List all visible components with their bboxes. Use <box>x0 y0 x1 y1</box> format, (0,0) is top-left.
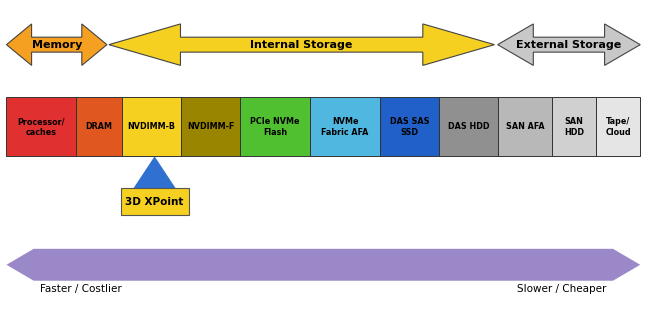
Text: DAS HDD: DAS HDD <box>448 122 489 131</box>
Polygon shape <box>310 97 380 156</box>
Text: PCIe NVMe
Flash: PCIe NVMe Flash <box>251 117 300 137</box>
Text: NVDIMM-F: NVDIMM-F <box>187 122 235 131</box>
Polygon shape <box>6 97 76 156</box>
Polygon shape <box>498 97 552 156</box>
Text: Processor/
caches: Processor/ caches <box>17 117 65 137</box>
Polygon shape <box>439 97 498 156</box>
Polygon shape <box>6 249 640 281</box>
Text: 3D XPoint: 3D XPoint <box>125 197 184 207</box>
Polygon shape <box>240 97 310 156</box>
Polygon shape <box>6 24 107 65</box>
Polygon shape <box>122 97 181 156</box>
Text: Tape/
Cloud: Tape/ Cloud <box>605 117 631 137</box>
Polygon shape <box>133 156 176 188</box>
Polygon shape <box>498 24 640 65</box>
Polygon shape <box>380 97 439 156</box>
Polygon shape <box>596 97 640 156</box>
Text: DRAM: DRAM <box>86 122 113 131</box>
Text: NVDIMM-B: NVDIMM-B <box>128 122 176 131</box>
Text: Slower / Cheaper: Slower / Cheaper <box>517 284 607 294</box>
Text: NVMe
Fabric AFA: NVMe Fabric AFA <box>321 117 369 137</box>
Text: Memory: Memory <box>32 40 82 50</box>
Polygon shape <box>121 188 189 215</box>
Polygon shape <box>552 97 596 156</box>
Text: DAS SAS
SSD: DAS SAS SSD <box>390 117 430 137</box>
Polygon shape <box>181 97 240 156</box>
Text: SAN
HDD: SAN HDD <box>564 117 584 137</box>
Text: Faster / Costlier: Faster / Costlier <box>40 284 122 294</box>
Polygon shape <box>109 24 494 65</box>
Text: External Storage: External Storage <box>516 40 621 50</box>
Text: Internal Storage: Internal Storage <box>251 40 353 50</box>
Polygon shape <box>76 97 122 156</box>
Text: SAN AFA: SAN AFA <box>506 122 544 131</box>
